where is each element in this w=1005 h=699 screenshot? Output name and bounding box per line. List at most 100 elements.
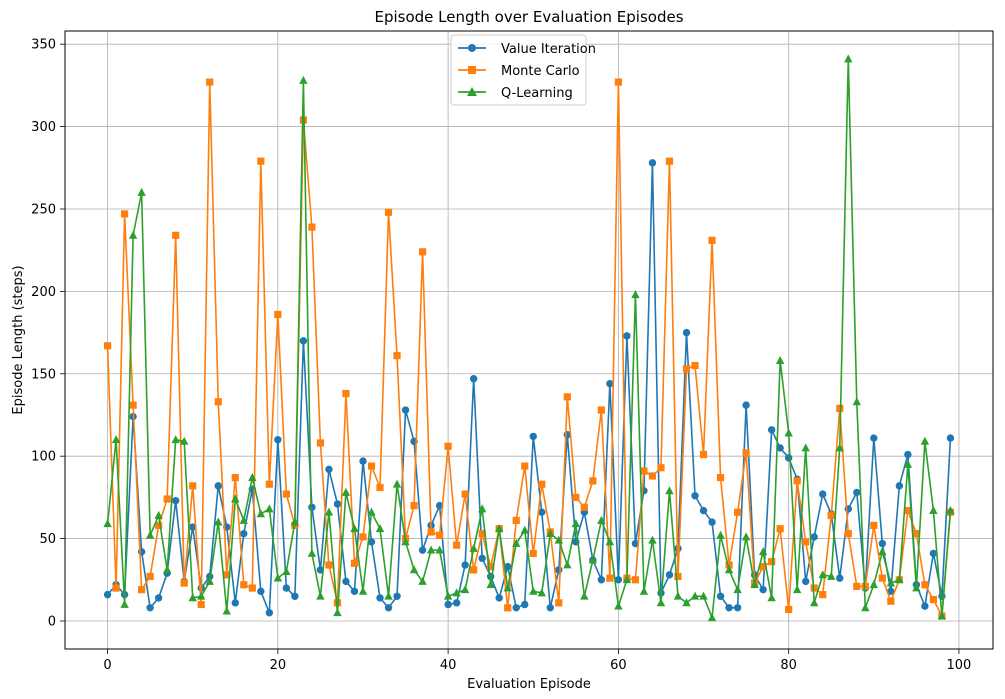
- legend-entry-value-iteration: Value Iteration: [458, 42, 596, 57]
- legend: Value Iteration Monte Carlo Q-Learning: [450, 34, 596, 106]
- data-point: [188, 593, 197, 602]
- data-point: [486, 580, 495, 589]
- x-tick-label: 20: [270, 658, 287, 673]
- data-point: [375, 524, 385, 533]
- data-point: [920, 436, 930, 445]
- data-point: [163, 495, 171, 503]
- data-point: [128, 230, 138, 239]
- data-point: [563, 560, 572, 569]
- data-point: [520, 525, 529, 534]
- data-point: [103, 342, 112, 350]
- data-point: [231, 474, 239, 482]
- data-point: [853, 488, 861, 497]
- data-point: [427, 528, 435, 536]
- data-point: [597, 576, 606, 584]
- legend-marker-value-iteration: [468, 44, 476, 52]
- data-point: [605, 537, 615, 546]
- data-point: [325, 561, 333, 569]
- data-point: [282, 490, 290, 498]
- data-point: [197, 591, 206, 600]
- data-point: [418, 546, 427, 554]
- series-value-iteration: [103, 159, 955, 617]
- data-point: [580, 591, 589, 600]
- legend-entry-q-learning: Q-Learning: [458, 86, 573, 101]
- data-point: [308, 503, 316, 511]
- data-point: [750, 580, 759, 589]
- data-point: [682, 328, 691, 337]
- y-tick-label: 250: [31, 202, 56, 217]
- x-tick-label: 80: [780, 658, 797, 673]
- data-point: [623, 332, 631, 340]
- data-point: [572, 493, 580, 501]
- data-point: [767, 426, 776, 434]
- legend-entry-monte-carlo: Monte Carlo: [458, 64, 580, 79]
- data-point: [725, 604, 733, 612]
- data-point: [257, 157, 265, 165]
- data-point: [129, 401, 137, 409]
- data-point: [240, 581, 248, 589]
- data-point: [784, 428, 793, 437]
- data-point: [154, 510, 163, 519]
- data-point: [461, 561, 469, 569]
- data-point: [401, 406, 410, 414]
- data-point: [819, 490, 827, 498]
- data-point: [512, 604, 520, 612]
- data-point: [631, 576, 640, 584]
- data-point: [861, 603, 870, 612]
- data-point: [231, 599, 239, 607]
- data-point: [342, 577, 350, 586]
- data-point: [793, 477, 801, 485]
- data-point: [214, 398, 222, 406]
- data-point: [606, 574, 614, 582]
- data-point: [844, 54, 853, 63]
- legend-label-monte-carlo: Monte Carlo: [501, 64, 580, 79]
- data-point: [631, 290, 640, 299]
- data-point: [460, 585, 470, 594]
- y-tick-label: 350: [31, 38, 56, 53]
- data-point: [921, 581, 929, 589]
- data-point: [768, 558, 776, 566]
- data-point: [674, 572, 682, 581]
- data-point: [767, 593, 776, 602]
- data-point: [571, 519, 581, 528]
- data-point: [742, 449, 750, 457]
- data-point: [886, 578, 896, 587]
- data-point: [546, 604, 554, 612]
- data-point: [776, 444, 784, 452]
- data-point: [384, 604, 393, 612]
- data-point: [162, 565, 172, 574]
- x-tick-label: 0: [103, 658, 111, 673]
- data-point: [392, 479, 402, 488]
- data-point: [274, 436, 282, 444]
- data-point: [435, 545, 444, 554]
- data-point: [606, 379, 614, 388]
- data-point: [801, 443, 810, 452]
- data-point: [435, 501, 444, 510]
- data-point: [146, 572, 154, 581]
- data-point: [111, 435, 121, 444]
- data-point: [359, 457, 367, 465]
- data-point: [256, 509, 266, 518]
- data-point: [929, 505, 938, 514]
- data-point: [341, 487, 351, 496]
- data-point: [103, 590, 112, 599]
- data-point: [639, 586, 649, 595]
- data-point: [137, 187, 146, 196]
- data-point: [469, 375, 478, 383]
- data-point: [197, 600, 205, 609]
- data-point: [759, 585, 767, 594]
- data-point: [240, 529, 248, 538]
- data-point: [827, 511, 835, 520]
- data-point: [325, 465, 333, 474]
- data-point: [555, 566, 563, 574]
- data-point: [367, 462, 376, 470]
- data-point: [869, 580, 879, 589]
- data-point: [205, 576, 214, 585]
- data-point: [155, 521, 163, 529]
- data-point: [810, 598, 819, 607]
- data-point: [265, 504, 274, 513]
- data-point: [776, 525, 784, 533]
- data-point: [120, 210, 129, 218]
- data-point: [248, 473, 257, 482]
